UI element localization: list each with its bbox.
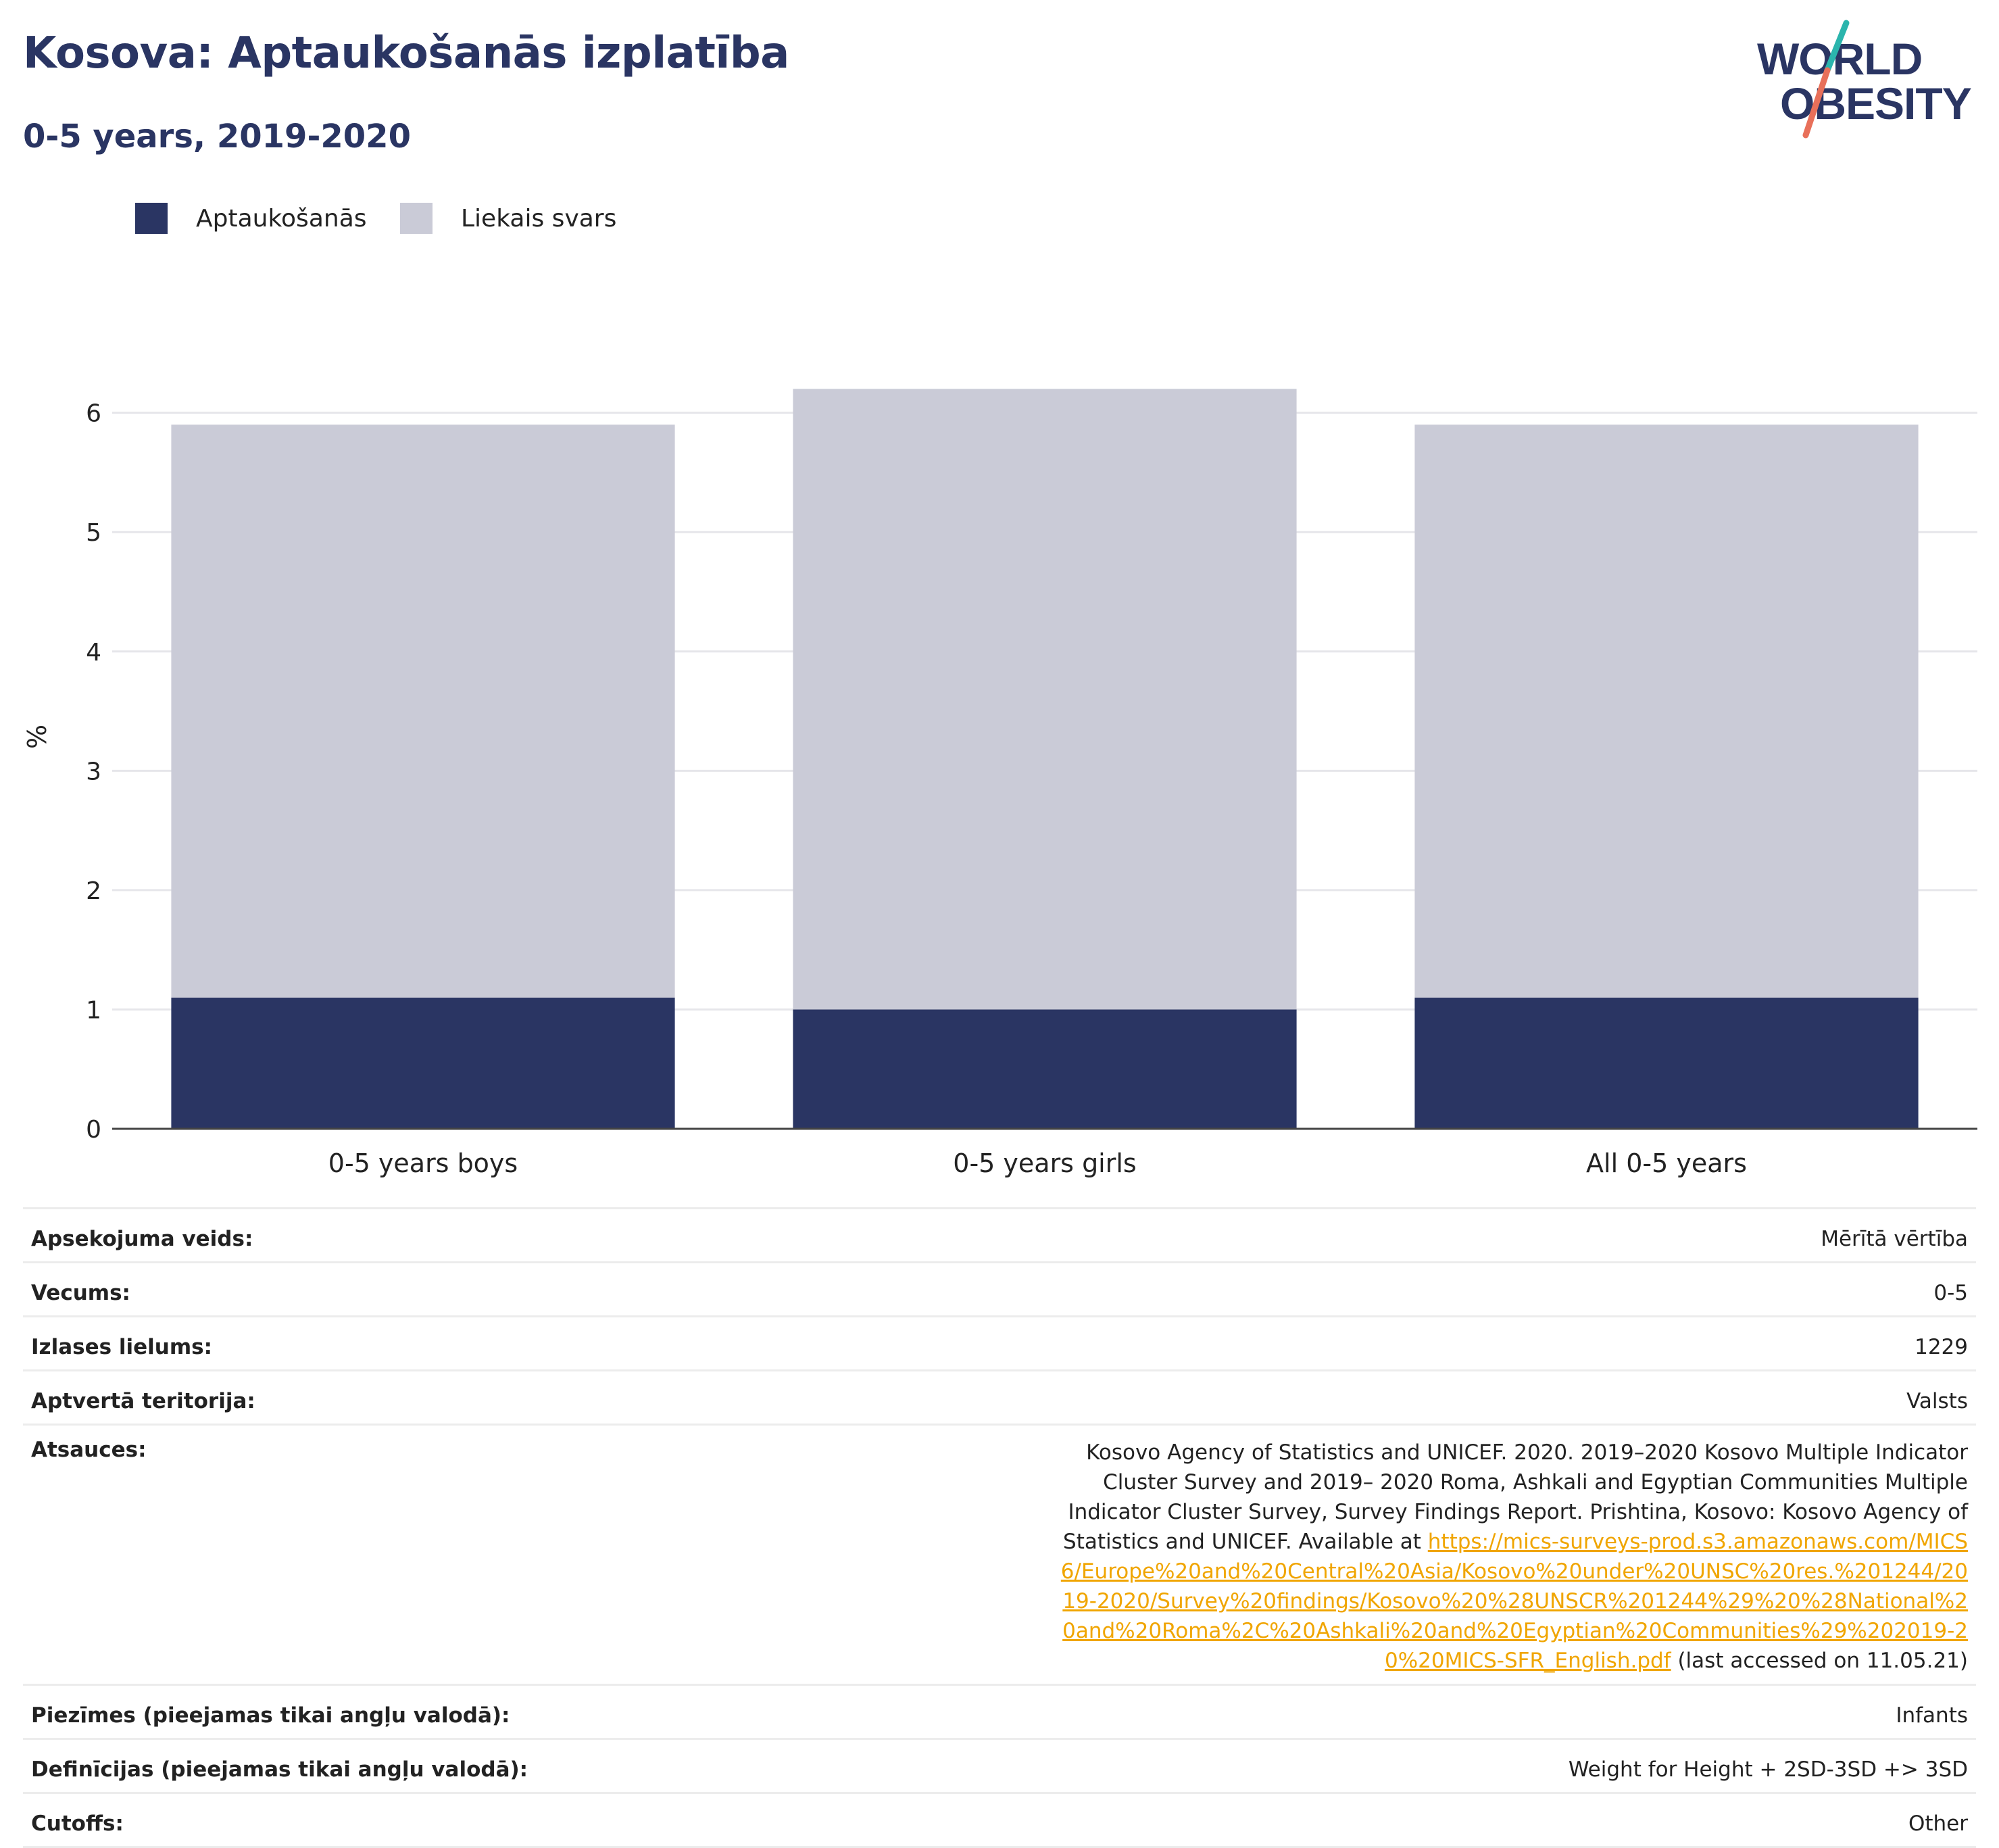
y-tick-label: 5 <box>86 519 101 547</box>
meta-key: Cutoffs: <box>31 1811 124 1836</box>
y-tick-label: 6 <box>86 400 101 428</box>
reference-text: Kosovo Agency of Statistics and UNICEF. … <box>536 1425 1976 1685</box>
reference-link[interactable]: https://mics-surveys-prod.s3.amazonaws.c… <box>1060 1530 1968 1673</box>
meta-value: Mērītā vērtība <box>1821 1227 1968 1251</box>
legend-item-overweight[interactable]: Liekais svars <box>400 200 670 238</box>
meta-value: Weight for Height + 2SD-3SD +> 3SD <box>1568 1757 1968 1782</box>
meta-row-references: Atsauces: Kosovo Agency of Statistics an… <box>23 1424 1976 1685</box>
reference-text-after: (last accessed on 11.05.21) <box>1671 1649 1968 1673</box>
y-tick-label: 2 <box>86 877 101 905</box>
bar-obesity-2[interactable] <box>1414 997 1919 1129</box>
y-tick-label: 0 <box>86 1116 101 1144</box>
y-tick-label: 1 <box>86 996 101 1024</box>
meta-value: Infants <box>1896 1703 1968 1728</box>
meta-row-survey-type: Apsekojuma veids: Mērītā vērtība <box>23 1208 1976 1263</box>
logo-slash-top <box>1824 20 1850 74</box>
meta-key: Definīcijas (pieejamas tikai angļu valod… <box>31 1757 528 1782</box>
x-tick-label: All 0-5 years <box>1586 1148 1747 1178</box>
meta-row-definitions: Definīcijas (pieejamas tikai angļu valod… <box>23 1738 1976 1793</box>
y-tick-label: 3 <box>86 758 101 785</box>
legend-label-obesity: Aptaukošanās <box>196 205 367 233</box>
bar-obesity-1[interactable] <box>793 1009 1297 1129</box>
bar-overweight-1[interactable] <box>793 389 1297 1010</box>
reference-text-before: Kosovo Agency of Statistics and UNICEF. … <box>1063 1440 1968 1554</box>
bar-obesity-0[interactable] <box>171 997 675 1129</box>
metadata-table: Apsekojuma veids: Mērītā vērtība Vecums:… <box>23 1207 1976 1848</box>
meta-key: Piezīmes (pieejamas tikai angļu valodā): <box>31 1703 510 1728</box>
bar-overweight-2[interactable] <box>1414 424 1919 998</box>
meta-key: Apsekojuma veids: <box>31 1227 253 1251</box>
axes: 0 1 2 3 4 5 6 0-5 years boys 0-5 years girls All … <box>86 400 1977 1178</box>
bars <box>171 389 1919 1129</box>
meta-row-coverage: Aptvertā teritorija: Valsts <box>23 1370 1976 1425</box>
meta-value: 0-5 <box>1933 1281 1968 1305</box>
meta-key: Atsauces: <box>31 1438 147 1462</box>
meta-key: Aptvertā teritorija: <box>31 1389 255 1413</box>
x-tick-label: 0-5 years boys <box>328 1148 518 1178</box>
meta-row-cutoffs: Cutoffs: Other <box>23 1793 1976 1847</box>
logo-slash-bottom <box>1802 67 1831 139</box>
bar-overweight-0[interactable] <box>171 424 675 998</box>
meta-row-age: Vecums: 0-5 <box>23 1262 1976 1317</box>
y-axis-label: % <box>22 725 52 749</box>
meta-row-notes: Piezīmes (pieejamas tikai angļu valodā):… <box>23 1684 1976 1739</box>
x-tick-label: 0-5 years girls <box>953 1148 1136 1178</box>
page-subtitle: 0-5 years, 2019-2020 <box>23 118 411 155</box>
world-obesity-logo[interactable]: WORLD OBESITY <box>1757 19 1987 141</box>
bar-chart: 0 1 2 3 4 5 6 0-5 years boys 0-5 years girls All … <box>22 389 1977 1178</box>
legend-swatch-obesity <box>135 203 168 234</box>
page-title: Kosova: Aptaukošanās izplatība <box>23 28 789 78</box>
legend-label-overweight: Liekais svars <box>461 205 617 233</box>
meta-row-sample-size: Izlases lielums: 1229 <box>23 1316 1976 1371</box>
meta-value: Other <box>1908 1811 1968 1836</box>
meta-key: Izlases lielums: <box>31 1335 212 1359</box>
y-tick-label: 4 <box>86 639 101 666</box>
legend-item-obesity[interactable]: Aptaukošanās <box>135 200 405 238</box>
meta-value: Valsts <box>1906 1389 1968 1413</box>
legend-swatch-overweight <box>400 203 433 234</box>
meta-key: Vecums: <box>31 1281 130 1305</box>
meta-value: 1229 <box>1915 1335 1968 1359</box>
